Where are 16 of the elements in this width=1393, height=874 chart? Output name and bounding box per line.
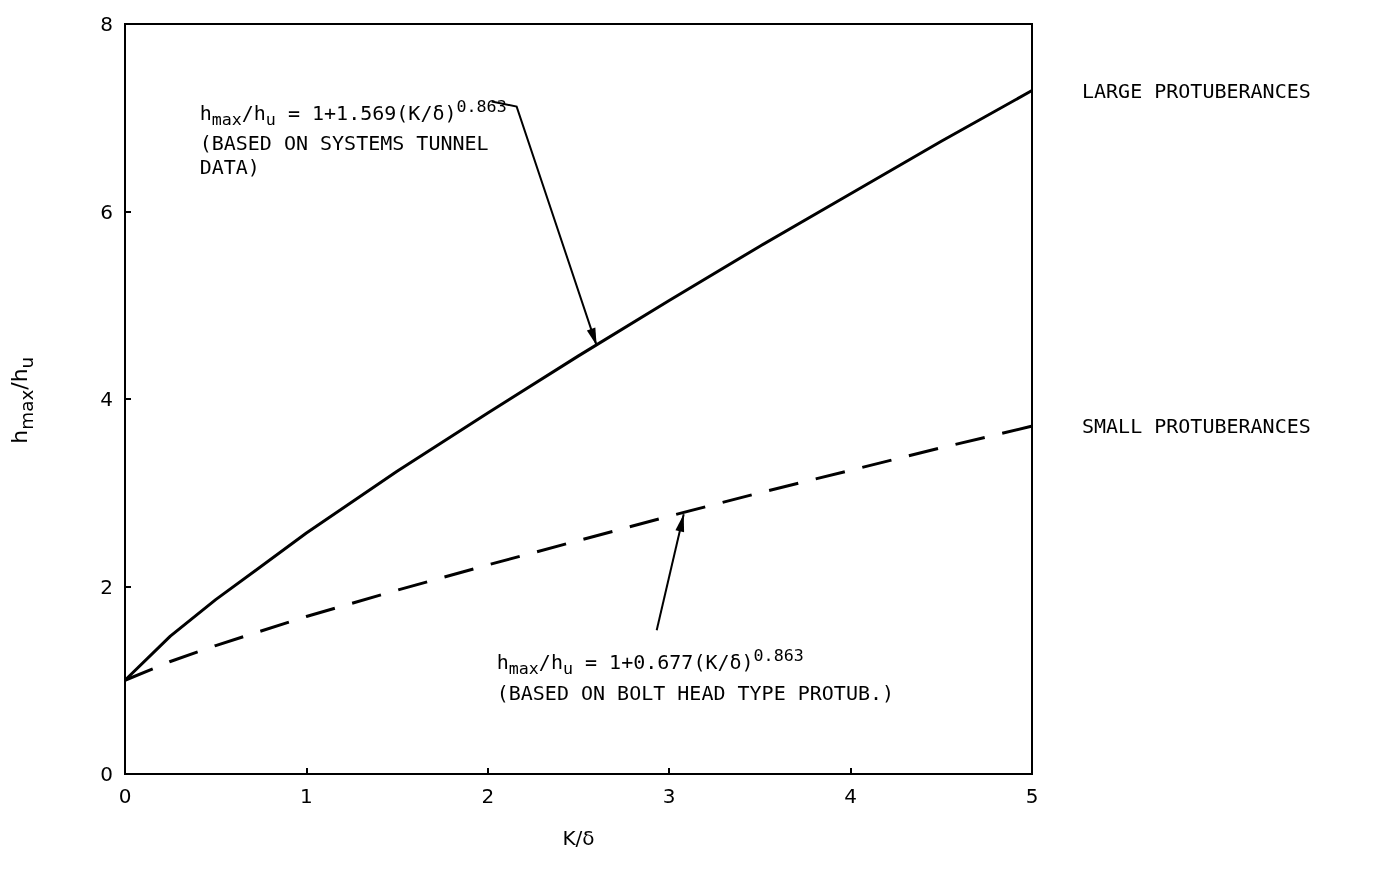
x-tick-label: 3 — [662, 784, 676, 808]
y-tick-label: 0 — [100, 762, 113, 786]
x-tick-label: 4 — [844, 784, 857, 808]
x-tick-label: 5 — [1025, 784, 1039, 808]
x-axis-title: K/δ — [561, 826, 596, 850]
annotation: h$_{max}$/h$_{u}$ = 1+0.677(K/δ)$^{0.863}$ (BASED ON BOLT HEAD TYPE PROTUB.) — [496, 645, 895, 705]
x-tick-label: 1 — [300, 784, 313, 808]
annotation: h$_{max}$/h$_{u}$ = 1+1.569(K/δ)$^{0.863}$ (BASED ON SYSTEMS TUNNEL DATA) — [199, 95, 507, 180]
text: SMALL PROTUBERANCES — [1082, 414, 1311, 439]
y-tick-label: 8 — [100, 12, 113, 36]
x-tick-label: 0 — [118, 784, 132, 808]
y-tick-label: 2 — [100, 574, 113, 599]
text: LARGE PROTUBERANCES — [1082, 78, 1311, 103]
x-tick-label: 2 — [481, 784, 495, 808]
y-tick-label: 6 — [100, 199, 113, 224]
y-tick-label: 4 — [100, 387, 113, 411]
